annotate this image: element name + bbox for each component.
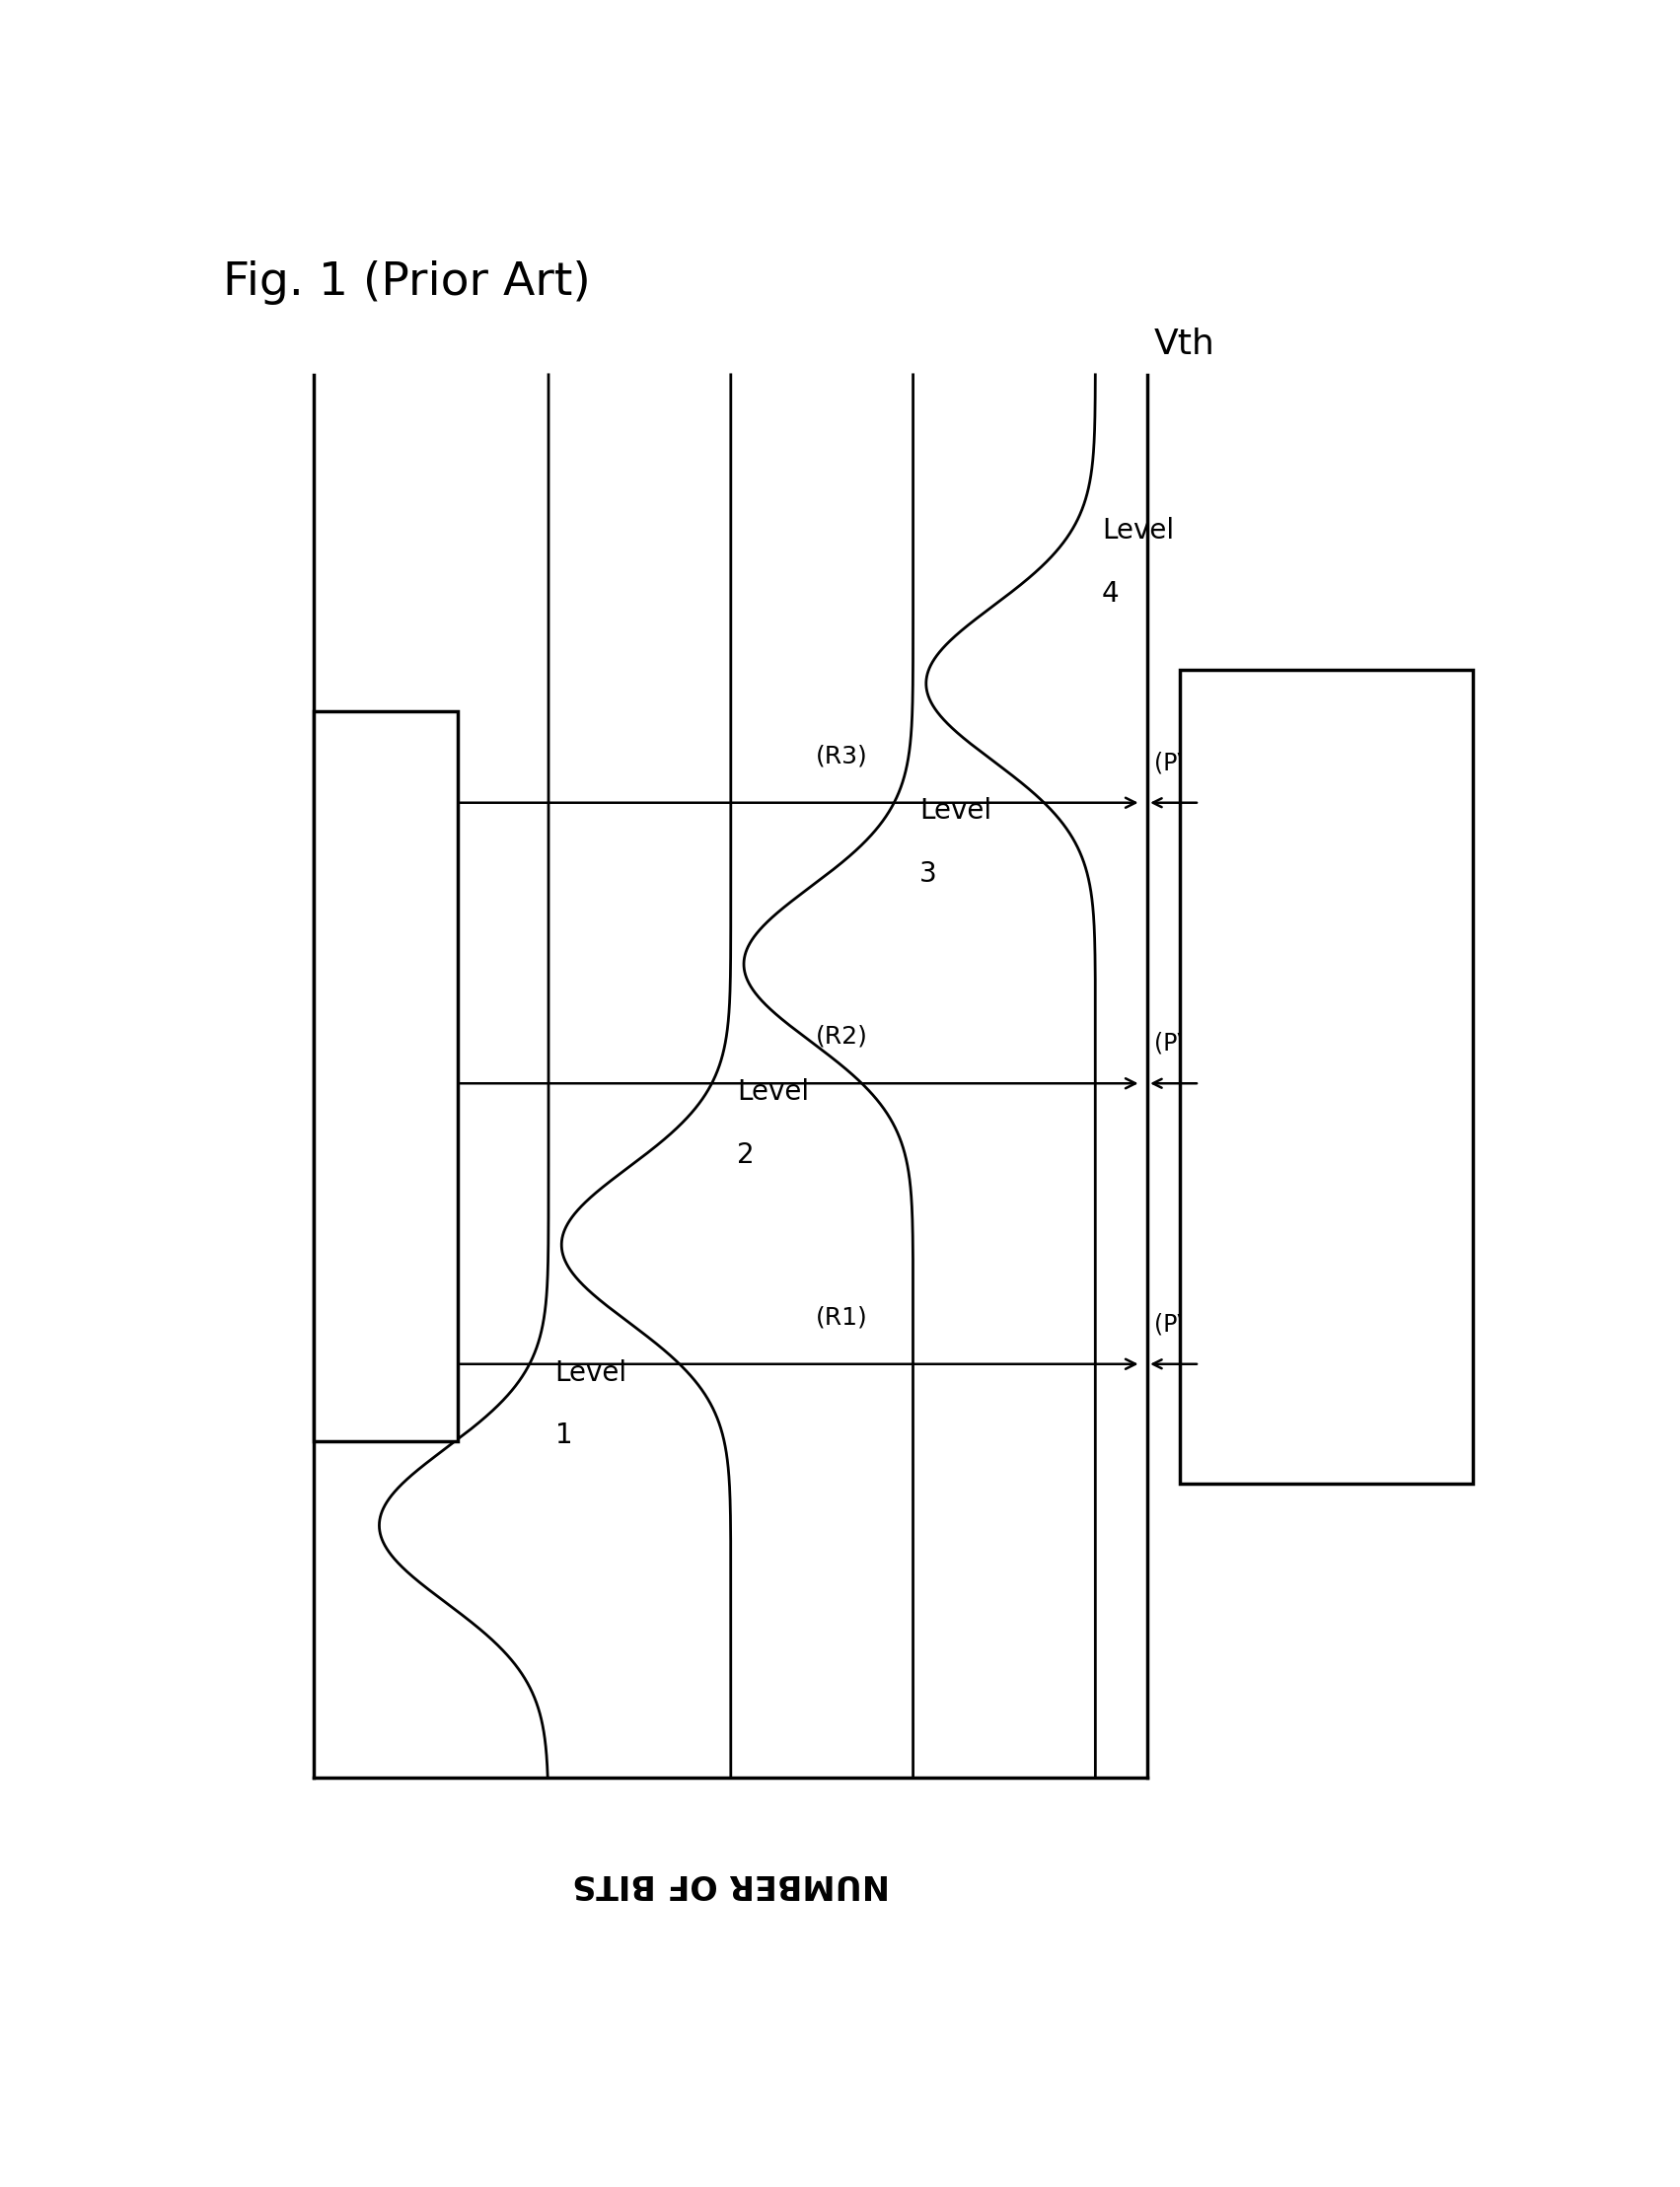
Text: Fig. 1 (Prior Art): Fig. 1 (Prior Art) (223, 260, 591, 304)
Bar (314, 711, 457, 1441)
Text: PROGRAM VERIFYING LEVEL: PROGRAM VERIFYING LEVEL (1315, 903, 1339, 1251)
Text: 4: 4 (1102, 580, 1119, 608)
Bar (1179, 669, 1473, 1483)
Text: (R1): (R1) (815, 1306, 867, 1330)
Text: (PV2): (PV2) (1154, 1032, 1216, 1056)
Text: (R3): (R3) (815, 744, 867, 768)
Text: NUMBER OF BITS: NUMBER OF BITS (573, 1868, 889, 1901)
Text: Level: Level (1102, 516, 1174, 545)
Text: (PV3): (PV3) (1154, 750, 1216, 774)
Text: Level: Level (554, 1358, 627, 1387)
Text: 1: 1 (554, 1422, 573, 1450)
Text: Vth: Vth (1154, 328, 1215, 361)
Text: 2: 2 (738, 1142, 754, 1168)
Text: (R2): (R2) (815, 1026, 867, 1048)
Text: READ LEVEL: READ LEVEL (375, 999, 398, 1153)
Text: Level: Level (919, 798, 991, 824)
Text: Level: Level (738, 1078, 810, 1107)
Text: (PV1): (PV1) (1154, 1312, 1216, 1336)
Text: 3: 3 (919, 859, 937, 888)
